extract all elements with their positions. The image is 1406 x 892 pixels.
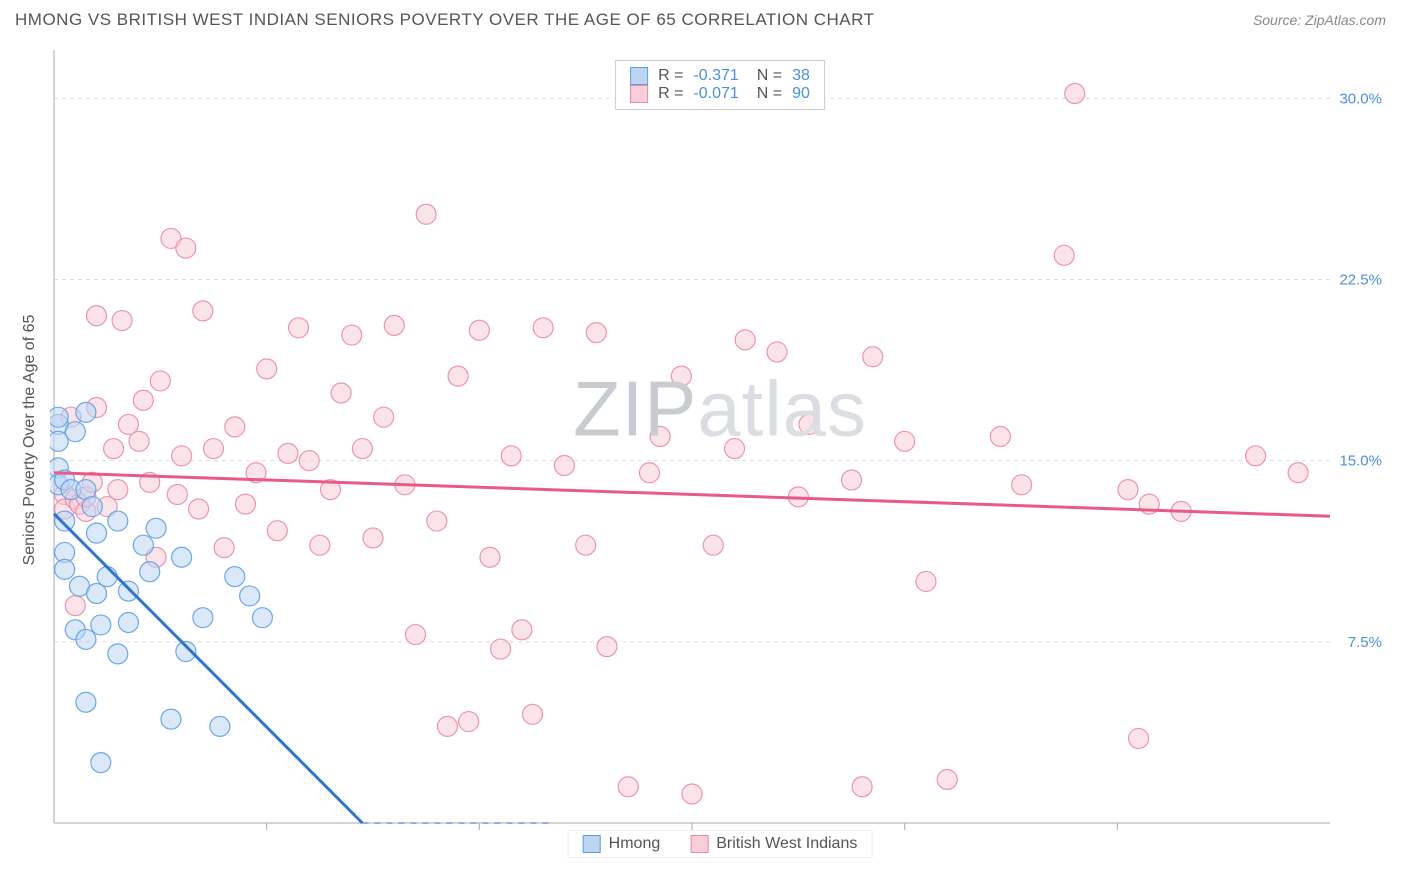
- stats-row: R = -0.371 N = 38: [630, 67, 810, 85]
- stats-n-label: N =: [757, 85, 782, 103]
- stats-r-value: -0.371: [693, 67, 738, 85]
- stats-swatch: [630, 85, 648, 103]
- stats-swatch: [630, 67, 648, 85]
- legend-swatch: [690, 835, 708, 853]
- chart-source: Source: ZipAtlas.com: [1253, 12, 1386, 28]
- stats-n-value: 38: [792, 67, 810, 85]
- legend-swatch: [583, 835, 601, 853]
- chart-area: Seniors Poverty Over the Age of 65 7.5%1…: [50, 50, 1390, 830]
- svg-text:7.5%: 7.5%: [1348, 634, 1382, 651]
- stats-r-label: R =: [658, 85, 683, 103]
- legend-item: Hmong: [583, 835, 661, 853]
- y-axis-label: Seniors Poverty Over the Age of 65: [21, 315, 39, 566]
- stats-r-value: -0.071: [693, 85, 738, 103]
- svg-text:22.5%: 22.5%: [1339, 271, 1382, 288]
- chart-header: HMONG VS BRITISH WEST INDIAN SENIORS POV…: [0, 0, 1406, 35]
- stats-row: R = -0.071 N = 90: [630, 85, 810, 103]
- svg-text:30.0%: 30.0%: [1339, 90, 1382, 107]
- correlation-stats-box: R = -0.371 N = 38 R = -0.071 N = 90: [615, 60, 825, 110]
- scatter-plot: 7.5%15.0%22.5%30.0%0.0%6.0%: [50, 50, 1390, 830]
- legend-item: British West Indians: [690, 835, 857, 853]
- legend-label: Hmong: [609, 835, 661, 853]
- legend-label: British West Indians: [716, 835, 857, 853]
- stats-r-label: R =: [658, 67, 683, 85]
- legend: Hmong British West Indians: [568, 830, 873, 858]
- svg-text:15.0%: 15.0%: [1339, 453, 1382, 470]
- stats-n-label: N =: [757, 67, 782, 85]
- stats-n-value: 90: [792, 85, 810, 103]
- chart-title: HMONG VS BRITISH WEST INDIAN SENIORS POV…: [15, 10, 875, 30]
